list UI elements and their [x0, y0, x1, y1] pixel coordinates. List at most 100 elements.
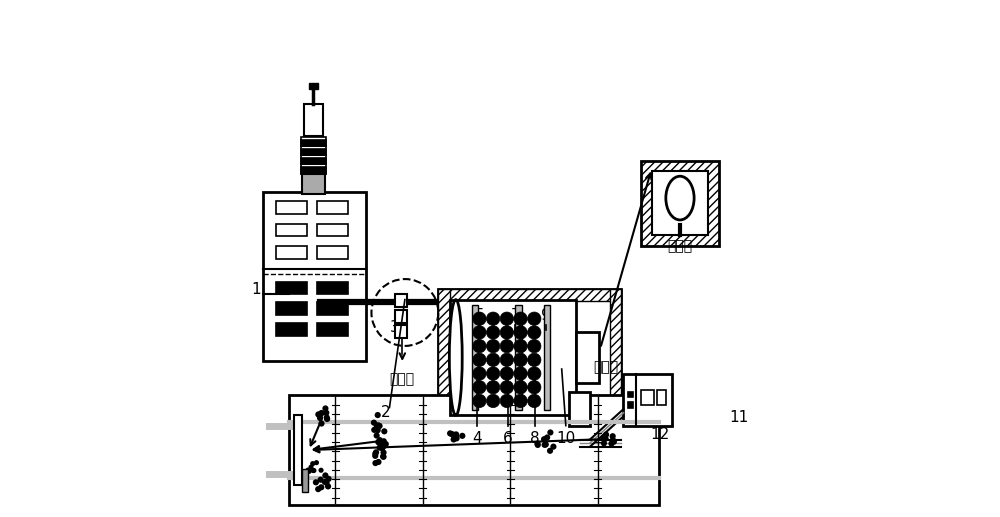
Bar [304, 104, 323, 136]
Circle shape [608, 440, 615, 447]
Circle shape [459, 433, 465, 439]
Circle shape [318, 420, 325, 427]
Bar [301, 140, 326, 146]
Circle shape [543, 442, 549, 448]
Bar [628, 392, 633, 398]
Circle shape [380, 454, 387, 460]
Circle shape [500, 381, 514, 394]
Ellipse shape [449, 300, 462, 415]
Circle shape [514, 312, 527, 325]
Bar [569, 392, 590, 425]
Circle shape [379, 440, 385, 446]
Circle shape [322, 405, 329, 412]
Text: 进气口: 进气口 [594, 360, 619, 374]
Bar [302, 469, 308, 493]
Circle shape [377, 445, 383, 451]
Circle shape [375, 427, 381, 433]
Circle shape [486, 381, 500, 394]
Circle shape [528, 312, 541, 325]
Circle shape [451, 436, 457, 443]
Bar [438, 290, 450, 425]
Circle shape [514, 353, 527, 367]
Circle shape [514, 394, 527, 407]
Circle shape [318, 410, 325, 416]
Bar [438, 414, 621, 425]
Circle shape [528, 353, 541, 367]
Circle shape [310, 461, 315, 466]
Circle shape [305, 467, 311, 473]
Text: 12: 12 [651, 427, 670, 442]
Circle shape [541, 436, 547, 443]
Circle shape [372, 453, 378, 459]
Circle shape [486, 312, 500, 325]
Bar [276, 202, 307, 214]
Circle shape [611, 438, 617, 445]
Circle shape [534, 440, 541, 447]
Circle shape [547, 448, 553, 454]
Circle shape [380, 443, 387, 449]
Circle shape [314, 460, 319, 465]
Circle shape [486, 367, 500, 380]
Circle shape [473, 326, 486, 339]
Circle shape [600, 436, 607, 442]
Bar [450, 300, 576, 415]
Text: 側面图: 側面图 [667, 239, 693, 253]
Circle shape [500, 340, 514, 353]
Circle shape [318, 468, 324, 473]
Bar [628, 402, 633, 407]
Circle shape [380, 453, 386, 460]
Circle shape [453, 435, 460, 442]
Circle shape [500, 353, 514, 367]
Circle shape [381, 428, 387, 434]
Bar [317, 323, 348, 336]
Text: 5: 5 [475, 308, 484, 323]
Bar [301, 155, 326, 164]
Text: 1: 1 [251, 282, 261, 297]
Bar [302, 174, 325, 194]
Circle shape [374, 432, 380, 438]
Bar [641, 390, 654, 405]
Bar [309, 83, 318, 89]
Circle shape [373, 449, 379, 455]
Circle shape [375, 439, 381, 445]
Text: 尾气口: 尾气口 [390, 373, 415, 387]
Circle shape [324, 415, 330, 421]
Text: 9: 9 [541, 308, 551, 323]
Circle shape [603, 432, 609, 438]
Circle shape [514, 340, 527, 353]
Bar [301, 146, 326, 155]
Ellipse shape [666, 176, 694, 220]
Text: 7: 7 [511, 308, 520, 323]
Circle shape [310, 468, 316, 473]
Bar [610, 290, 621, 425]
Circle shape [528, 326, 541, 339]
Bar [317, 202, 348, 214]
Circle shape [374, 423, 380, 429]
Bar [301, 158, 326, 164]
Circle shape [306, 469, 312, 474]
Bar [317, 302, 348, 315]
Text: 3: 3 [390, 321, 399, 336]
Bar [276, 282, 307, 295]
Circle shape [377, 437, 383, 443]
Circle shape [322, 479, 328, 485]
Circle shape [372, 451, 378, 457]
Circle shape [371, 420, 377, 425]
Circle shape [500, 394, 514, 407]
Circle shape [486, 353, 500, 367]
Bar [395, 325, 407, 338]
Circle shape [473, 381, 486, 394]
Bar [301, 168, 326, 174]
Bar [472, 305, 478, 410]
Text: 4: 4 [472, 431, 482, 446]
Circle shape [473, 340, 486, 353]
Circle shape [375, 422, 381, 429]
Circle shape [473, 367, 486, 380]
Circle shape [514, 381, 527, 394]
Circle shape [311, 468, 316, 473]
Bar [317, 246, 348, 258]
Circle shape [453, 433, 459, 439]
Circle shape [514, 326, 527, 339]
Circle shape [381, 438, 387, 444]
Circle shape [535, 442, 541, 448]
